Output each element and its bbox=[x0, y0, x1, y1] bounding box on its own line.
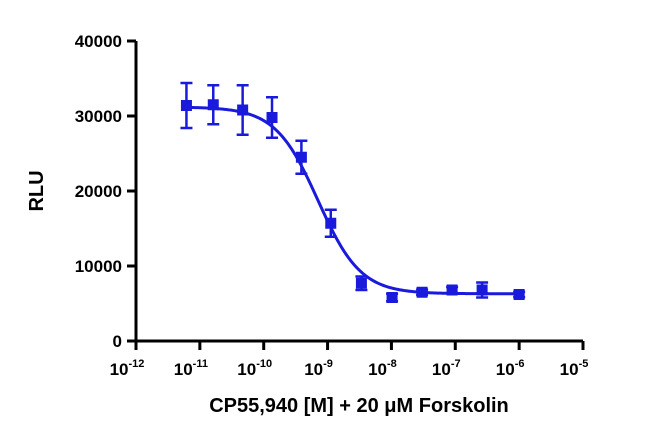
data-point bbox=[207, 99, 219, 111]
x-axis-title: CP55,940 [M] + 20 μM Forskolin bbox=[209, 395, 509, 417]
x-tick-label: 10-12 bbox=[110, 358, 145, 379]
y-axis: 0 10000 20000 30000 40000 bbox=[75, 32, 138, 351]
x-axis: 10-12 10-11 10-10 10-9 10-8 10-7 10-6 10-5 bbox=[110, 339, 589, 379]
data-point bbox=[180, 100, 192, 111]
data-point bbox=[386, 292, 398, 303]
y-tick-label: 40000 bbox=[75, 32, 122, 51]
x-tick-label: 10-10 bbox=[237, 358, 272, 379]
x-axis-ticks: 10-12 10-11 10-10 10-9 10-8 10-7 10-6 10-5 bbox=[110, 341, 589, 379]
y-axis-title: RLU bbox=[26, 170, 48, 211]
x-tick-label: 10-6 bbox=[496, 358, 525, 379]
y-tick-label: 30000 bbox=[75, 107, 122, 126]
y-tick-label: 0 bbox=[113, 332, 122, 351]
y-tick-label: 10000 bbox=[75, 257, 122, 276]
y-axis-ticks: 0 10000 20000 30000 40000 bbox=[75, 32, 136, 351]
data-point bbox=[513, 289, 525, 300]
data-point bbox=[295, 151, 307, 163]
x-tick-label: 10-8 bbox=[368, 358, 397, 379]
data-point bbox=[446, 284, 458, 296]
fit-curve-layer bbox=[186, 105, 520, 296]
data-point bbox=[355, 277, 367, 289]
fit-curve bbox=[186, 105, 520, 296]
data-point bbox=[266, 112, 278, 123]
data-point bbox=[237, 104, 249, 116]
y-tick-label: 20000 bbox=[75, 182, 122, 201]
plot-area bbox=[180, 81, 526, 303]
x-tick-label: 10-11 bbox=[174, 358, 208, 379]
x-tick-label: 10-5 bbox=[560, 358, 589, 379]
data-point bbox=[416, 286, 428, 298]
error-bars-layer bbox=[180, 81, 526, 303]
data-points-layer bbox=[180, 99, 525, 303]
x-tick-label: 10-7 bbox=[432, 358, 461, 379]
x-tick-label: 10-9 bbox=[304, 358, 333, 379]
data-point bbox=[325, 217, 337, 229]
data-point bbox=[476, 284, 488, 296]
